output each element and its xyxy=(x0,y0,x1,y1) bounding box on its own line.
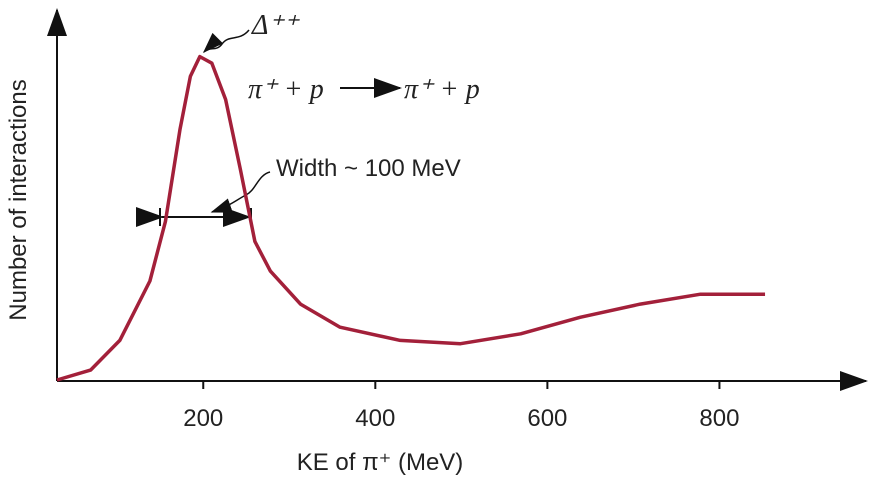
x-tick-label: 800 xyxy=(699,405,739,432)
curve xyxy=(56,54,766,382)
x-tick-label: 200 xyxy=(183,405,223,432)
resonance-pointer xyxy=(202,29,250,54)
width-label: Width ~ 100 MeV xyxy=(276,155,461,182)
reaction-left: π⁺ + p xyxy=(248,74,324,105)
x-axis-label: KE of π⁺ (MeV) xyxy=(297,449,464,476)
resonance-label: Δ⁺⁺ xyxy=(251,10,300,41)
reaction-right: π⁺ + p xyxy=(404,74,480,105)
x-tick-label: 400 xyxy=(355,405,395,432)
x-tick-label: 600 xyxy=(527,405,567,432)
y-axis-label: Number of interactions xyxy=(5,79,32,320)
